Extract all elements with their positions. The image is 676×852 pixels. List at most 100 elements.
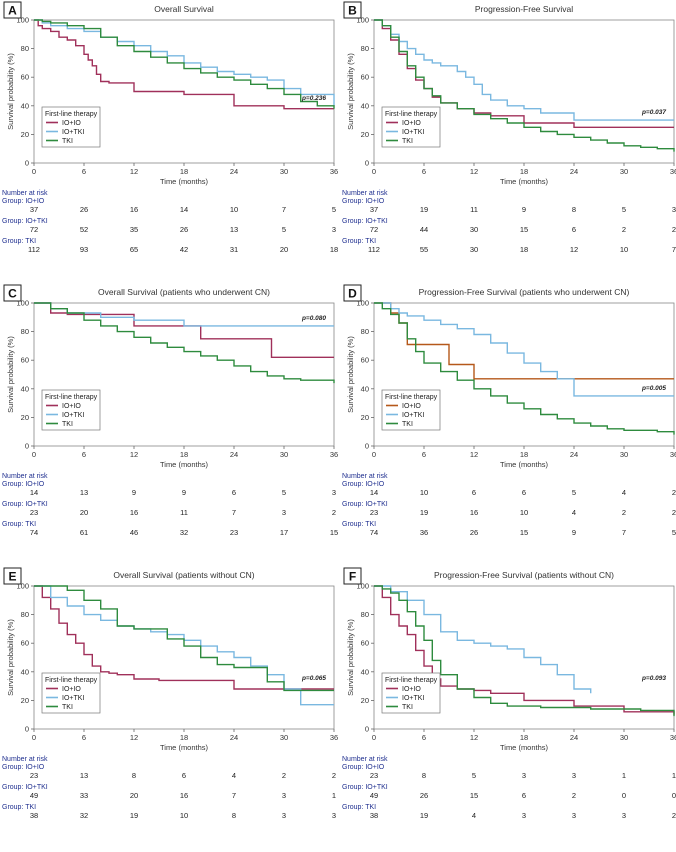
- legend-label: IO+IO: [62, 120, 81, 127]
- y-tick-label: 60: [21, 73, 29, 82]
- risk-count: 26: [470, 528, 478, 537]
- risk-count: 6: [232, 488, 236, 497]
- panel-letter-box: [3, 567, 22, 585]
- y-tick-label: 40: [361, 667, 369, 676]
- risk-count: 2: [672, 488, 676, 497]
- p-value-annotation: p=0.236: [301, 95, 326, 102]
- risk-count: 9: [182, 488, 186, 497]
- x-tick-label: 6: [422, 167, 426, 176]
- x-axis-label: Time (months): [500, 177, 549, 186]
- risk-count: 2: [572, 791, 576, 800]
- risk-count: 3: [282, 791, 286, 800]
- risk-heading: Number at risk: [342, 473, 388, 480]
- y-tick-label: 100: [356, 299, 369, 308]
- x-tick-label: 36: [330, 733, 338, 742]
- legend-label: TKI: [62, 138, 73, 145]
- legend-label: IO+TKI: [62, 412, 84, 419]
- km-curve-io-tki: [374, 302, 674, 397]
- risk-count: 14: [180, 205, 188, 214]
- risk-count: 2: [672, 225, 676, 234]
- x-tick-label: 30: [620, 733, 628, 742]
- risk-count: 32: [180, 528, 188, 537]
- chart-title: Progression-Free Survival (patients with…: [434, 570, 614, 580]
- y-axis-label: Survival probability (%): [346, 336, 355, 413]
- risk-group-label: Group: TKI: [342, 238, 376, 245]
- risk-group-label: Group: IO+TKI: [342, 784, 388, 791]
- legend-title: First-line therapy: [45, 394, 98, 401]
- risk-count: 30: [470, 225, 478, 234]
- risk-count: 15: [520, 225, 528, 234]
- risk-count: 2: [332, 771, 336, 780]
- risk-count: 55: [420, 245, 428, 254]
- y-tick-label: 20: [21, 413, 29, 422]
- km-panel-B: B Progression-Free Survival 0 20 40 60 80 100 0 6…: [342, 1, 676, 254]
- x-tick-label: 12: [130, 167, 138, 176]
- risk-count: 9: [572, 528, 576, 537]
- risk-group-label: Group: TKI: [2, 238, 36, 245]
- risk-count: 18: [330, 245, 338, 254]
- risk-count: 7: [282, 205, 286, 214]
- x-tick-label: 0: [372, 733, 376, 742]
- y-tick-label: 60: [361, 356, 369, 365]
- risk-count: 23: [370, 771, 378, 780]
- risk-heading: Number at risk: [2, 190, 48, 197]
- risk-group-label: Group: IO+TKI: [2, 501, 48, 508]
- x-tick-label: 0: [372, 450, 376, 459]
- x-tick-label: 18: [520, 167, 528, 176]
- risk-count: 20: [130, 791, 138, 800]
- panel-letter: A: [8, 4, 17, 18]
- y-tick-label: 20: [21, 130, 29, 139]
- risk-count: 14: [30, 488, 38, 497]
- risk-count: 15: [520, 528, 528, 537]
- risk-count: 10: [230, 205, 238, 214]
- risk-count: 26: [80, 205, 88, 214]
- km-curve-io-tki: [374, 19, 674, 121]
- risk-count: 37: [30, 205, 38, 214]
- risk-count: 16: [180, 791, 188, 800]
- x-tick-label: 24: [230, 450, 238, 459]
- risk-count: 5: [472, 771, 476, 780]
- x-tick-label: 12: [130, 450, 138, 459]
- chart-title: Overall Survival: [154, 4, 214, 14]
- risk-count: 46: [130, 528, 138, 537]
- km-curve-tki: [34, 302, 335, 384]
- legend-title: First-line therapy: [385, 111, 438, 118]
- p-value-annotation: p=0.005: [641, 385, 666, 392]
- x-axis-label: Time (months): [160, 460, 209, 469]
- risk-count: 93: [80, 245, 88, 254]
- risk-count: 8: [132, 771, 136, 780]
- legend-label: IO+TKI: [402, 129, 424, 136]
- risk-count: 23: [30, 508, 38, 517]
- risk-count: 42: [180, 245, 188, 254]
- x-tick-label: 6: [82, 733, 86, 742]
- x-tick-label: 18: [520, 450, 528, 459]
- y-tick-label: 100: [16, 582, 29, 591]
- y-tick-label: 60: [361, 73, 369, 82]
- x-tick-label: 24: [230, 733, 238, 742]
- risk-count: 32: [80, 811, 88, 820]
- panel-letter: F: [349, 570, 356, 584]
- risk-group-label: Group: TKI: [2, 804, 36, 811]
- km-curve-tki: [374, 585, 675, 717]
- risk-count: 13: [80, 488, 88, 497]
- risk-count: 65: [130, 245, 138, 254]
- p-value-annotation: p=0.037: [641, 109, 666, 116]
- x-tick-label: 0: [32, 450, 36, 459]
- chart-title: Progression-Free Survival (patients who …: [419, 287, 630, 297]
- chart-title: Overall Survival (patients who underwent…: [98, 287, 270, 297]
- risk-count: 23: [30, 771, 38, 780]
- risk-count: 7: [232, 508, 236, 517]
- risk-count: 23: [370, 508, 378, 517]
- y-tick-label: 0: [365, 442, 369, 451]
- x-tick-label: 30: [620, 167, 628, 176]
- risk-heading: Number at risk: [342, 756, 388, 763]
- x-tick-label: 36: [670, 733, 676, 742]
- y-axis-label: Survival probability (%): [346, 619, 355, 696]
- p-value-annotation: p=0.080: [301, 315, 326, 322]
- risk-count: 49: [30, 791, 38, 800]
- risk-count: 3: [282, 508, 286, 517]
- x-tick-label: 30: [280, 733, 288, 742]
- legend-label: IO+IO: [402, 686, 421, 693]
- y-tick-label: 80: [21, 44, 29, 53]
